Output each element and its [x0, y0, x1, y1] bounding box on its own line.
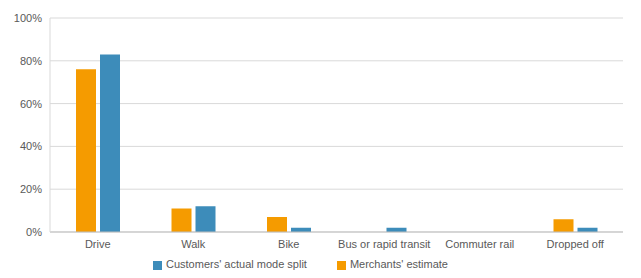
svg-text:Drive: Drive: [85, 238, 111, 250]
svg-text:60%: 60%: [20, 98, 42, 110]
svg-text:20%: 20%: [20, 183, 42, 195]
svg-text:Commuter rail: Commuter rail: [445, 238, 514, 250]
svg-text:0%: 0%: [26, 226, 42, 238]
svg-text:40%: 40%: [20, 140, 42, 152]
svg-text:100%: 100%: [14, 12, 42, 24]
html-text:Merchants' estimate: Merchants' estimate: [349, 258, 448, 270]
html-text:Customers' actual mode split: Customers' actual mode split: [166, 258, 307, 270]
svg-text:80%: 80%: [20, 55, 42, 67]
svg-text:Walk: Walk: [181, 238, 206, 250]
svg-text:Bike: Bike: [278, 238, 299, 250]
svg-text:Dropped off: Dropped off: [547, 238, 605, 250]
svg-text:Bus or rapid transit: Bus or rapid transit: [338, 238, 430, 250]
